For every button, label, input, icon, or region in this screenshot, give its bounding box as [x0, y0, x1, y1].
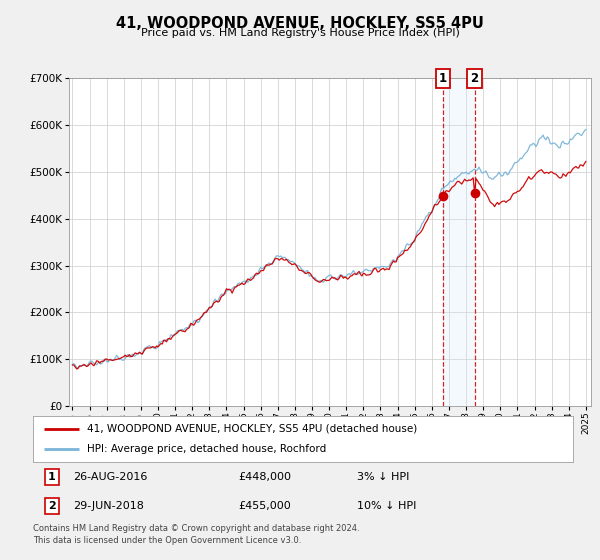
Text: 10% ↓ HPI: 10% ↓ HPI — [357, 501, 416, 511]
Text: 2: 2 — [48, 501, 56, 511]
Text: £448,000: £448,000 — [238, 472, 291, 482]
Text: 2: 2 — [470, 72, 479, 85]
Text: 3% ↓ HPI: 3% ↓ HPI — [357, 472, 409, 482]
Text: 41, WOODPOND AVENUE, HOCKLEY, SS5 4PU (detached house): 41, WOODPOND AVENUE, HOCKLEY, SS5 4PU (d… — [87, 424, 417, 434]
Text: 29-JUN-2018: 29-JUN-2018 — [74, 501, 145, 511]
Text: £455,000: £455,000 — [238, 501, 291, 511]
Text: Contains HM Land Registry data © Crown copyright and database right 2024.: Contains HM Land Registry data © Crown c… — [33, 524, 359, 533]
Text: 1: 1 — [439, 72, 447, 85]
Text: 1: 1 — [48, 472, 56, 482]
Bar — [443, 78, 475, 406]
Text: 26-AUG-2016: 26-AUG-2016 — [74, 472, 148, 482]
Text: HPI: Average price, detached house, Rochford: HPI: Average price, detached house, Roch… — [87, 444, 326, 454]
Text: This data is licensed under the Open Government Licence v3.0.: This data is licensed under the Open Gov… — [33, 536, 301, 545]
Text: 41, WOODPOND AVENUE, HOCKLEY, SS5 4PU: 41, WOODPOND AVENUE, HOCKLEY, SS5 4PU — [116, 16, 484, 31]
Text: Price paid vs. HM Land Registry's House Price Index (HPI): Price paid vs. HM Land Registry's House … — [140, 28, 460, 38]
